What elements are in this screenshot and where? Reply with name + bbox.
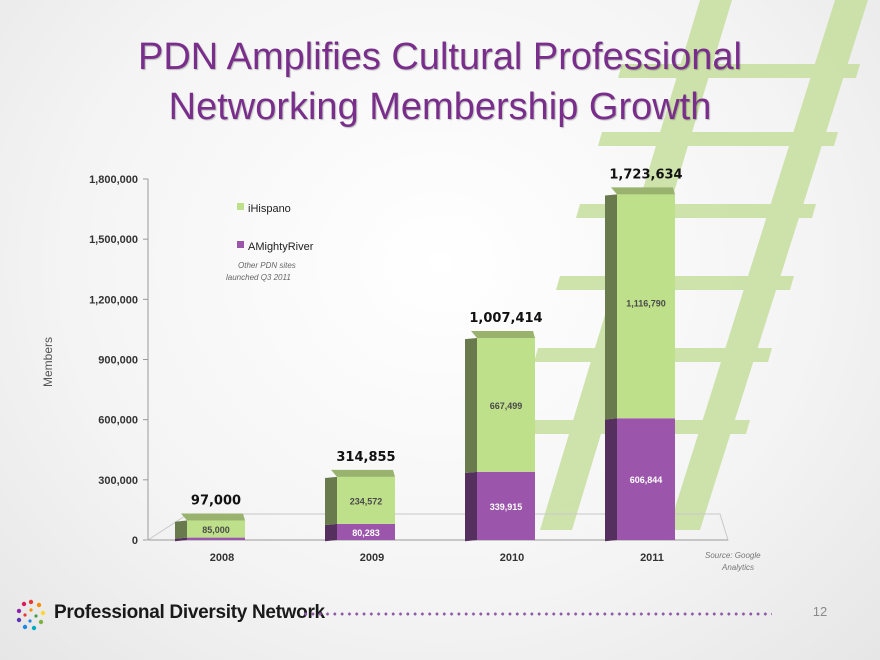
bar-side-ihispano bbox=[465, 337, 477, 474]
total-label-2010: 1,007,414 bbox=[469, 311, 542, 326]
bar-ihispano-2008 bbox=[187, 520, 245, 538]
bar-amightyriver-2010 bbox=[477, 471, 535, 540]
bar-top-2011 bbox=[611, 187, 675, 195]
source-line-1: Source: Google bbox=[705, 551, 761, 560]
segment-value-label: 80,283 bbox=[352, 528, 380, 538]
bar-ihispano-2011 bbox=[617, 194, 675, 419]
x-tick-label: 2010 bbox=[500, 552, 524, 564]
segment-value-label: 85,000 bbox=[202, 525, 230, 535]
bar-amightyriver-2011 bbox=[617, 418, 675, 540]
y-axis-title: Members bbox=[41, 337, 55, 387]
pdn-logo-icon bbox=[16, 599, 46, 631]
bar-ihispano-2010 bbox=[477, 337, 535, 472]
y-tick-label: 900,000 bbox=[98, 355, 138, 367]
y-tick-label: 0 bbox=[132, 535, 138, 547]
bar-group bbox=[175, 187, 675, 542]
source-line-2: Analytics bbox=[721, 563, 754, 572]
bar-side-ihispano bbox=[175, 520, 187, 539]
bar-amightyriver-2009 bbox=[337, 523, 395, 540]
total-label-2011: 1,723,634 bbox=[609, 167, 682, 182]
bar-side-amightyriver bbox=[325, 523, 337, 542]
bar-side-ihispano bbox=[605, 194, 617, 420]
bar-side-ihispano bbox=[325, 476, 337, 526]
bar-side-amightyriver bbox=[605, 418, 617, 542]
legend: iHispano AMightyRiver Other PDN sites launc… bbox=[226, 203, 314, 282]
label-group: 85,000 97,000 2008 80,283 234,572 314,855 2009… bbox=[191, 167, 761, 572]
segment-value-label: 606,844 bbox=[630, 475, 663, 485]
legend-swatch-ihispano bbox=[237, 203, 244, 210]
bar-top-2008 bbox=[181, 513, 245, 521]
title-line-1: PDN Amplifies Cultural Professional bbox=[137, 36, 742, 78]
bar-ihispano-2009 bbox=[337, 476, 395, 524]
segment-value-label: 1,116,790 bbox=[626, 298, 666, 308]
bar-side-amightyriver bbox=[465, 471, 477, 542]
bar-top-2010 bbox=[471, 330, 535, 338]
legend-swatch-amightyriver bbox=[237, 241, 244, 248]
y-tick-label: 1,800,000 bbox=[89, 174, 138, 186]
annotation-line-2: launched Q3 2011 bbox=[226, 273, 291, 282]
x-tick-label: 2009 bbox=[360, 552, 384, 564]
total-label-2008: 97,000 bbox=[191, 494, 241, 509]
y-tick-label: 1,500,000 bbox=[89, 234, 138, 246]
slide-title: PDN Amplifies Cultural Professional Netw… bbox=[40, 32, 840, 132]
bar-side-amightyriver bbox=[175, 537, 187, 542]
footer-brand: Professional Diversity Network bbox=[54, 602, 325, 623]
bar-top-2009 bbox=[331, 469, 395, 477]
y-tick-label: 300,000 bbox=[98, 475, 138, 487]
footer-dotted-rule bbox=[302, 612, 772, 616]
title-line-2: Networking Membership Growth bbox=[168, 86, 712, 128]
segment-value-label: 339,915 bbox=[490, 502, 523, 512]
x-tick-label: 2008 bbox=[210, 552, 234, 564]
y-axis: 0 300,000 600,000 900,000 1,200,000 1,500,000… bbox=[41, 174, 149, 547]
legend-label-amightyriver: AMightyRiver bbox=[248, 241, 314, 253]
x-tick-label: 2011 bbox=[640, 552, 664, 564]
bar-amightyriver-2008 bbox=[187, 537, 245, 540]
y-tick-label: 1,200,000 bbox=[89, 294, 138, 306]
annotation-line-1: Other PDN sites bbox=[238, 261, 296, 270]
page-number: 12 bbox=[812, 604, 828, 619]
legend-label-ihispano: iHispano bbox=[248, 203, 291, 215]
y-tick-label: 600,000 bbox=[98, 415, 138, 427]
total-label-2009: 314,855 bbox=[336, 450, 395, 465]
segment-value-label: 667,499 bbox=[490, 401, 523, 411]
segment-value-label: 234,572 bbox=[350, 496, 383, 506]
